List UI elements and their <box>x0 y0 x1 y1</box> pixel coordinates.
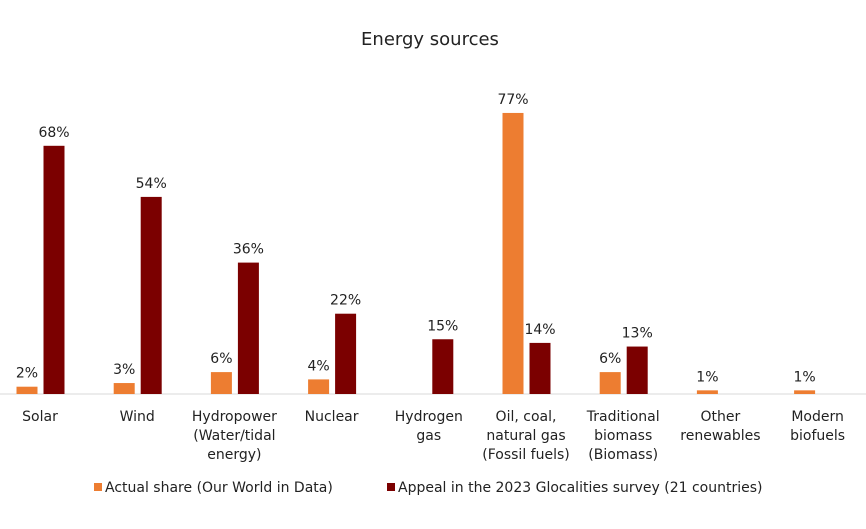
legend-label-1: Appeal in the 2023 Glocalities survey (2… <box>398 480 763 496</box>
category-label-4-line-0: Hydrogen <box>395 409 463 425</box>
bar-s0-c6 <box>599 372 621 394</box>
data-label-s1-c5: 14% <box>524 322 555 338</box>
bar-s0-c1 <box>113 383 135 394</box>
category-label-1-line-0: Wind <box>120 409 155 425</box>
bar-s1-c2 <box>237 262 259 394</box>
bar-s0-c5 <box>502 112 524 394</box>
data-label-s1-c6: 13% <box>622 326 653 342</box>
category-label-6-line-0: Traditional <box>586 409 660 425</box>
bar-s0-c3 <box>308 379 330 394</box>
category-label-2-line-0: Hydropower <box>192 409 277 425</box>
data-label-s0-c3: 4% <box>307 358 329 374</box>
data-label-s0-c7: 1% <box>696 369 718 385</box>
category-label-5-line-1: natural gas <box>486 428 565 444</box>
category-label-7-line-1: renewables <box>680 428 760 444</box>
category-label-2-line-2: energy) <box>207 447 261 463</box>
legend-swatch-0 <box>94 483 102 491</box>
data-label-s1-c4: 15% <box>427 318 458 334</box>
chart-title: Energy sources <box>361 29 499 50</box>
bar-s1-c4 <box>432 339 454 394</box>
data-label-s0-c8: 1% <box>793 369 815 385</box>
bar-s1-c5 <box>529 342 551 394</box>
data-label-s1-c2: 36% <box>233 242 264 258</box>
legend-swatch-1 <box>387 483 395 491</box>
category-label-4-line-1: gas <box>416 428 441 444</box>
bar-s0-c7 <box>696 390 718 394</box>
bars-group <box>16 112 816 394</box>
category-label-0-line-0: Solar <box>22 409 58 425</box>
category-label-2-line-1: (Water/tidal <box>193 428 275 444</box>
bar-s0-c0 <box>16 386 38 394</box>
data-label-s0-c2: 6% <box>210 351 232 367</box>
data-label-s1-c1: 54% <box>136 176 167 192</box>
data-label-s0-c6: 6% <box>599 351 621 367</box>
data-label-s0-c5: 77% <box>497 92 528 108</box>
category-label-7-line-0: Other <box>701 409 741 425</box>
category-label-3-line-0: Nuclear <box>305 409 359 425</box>
bar-s0-c2 <box>210 372 232 394</box>
bar-s1-c6 <box>626 346 648 394</box>
data-labels-group: 2%68%3%54%6%36%4%22%15%77%14%6%13%1% 1% <box>16 92 816 385</box>
category-labels-group: Solar Wind Hydropower (Water/tidal energy) Nu… <box>22 409 845 463</box>
category-label-8-line-1: biofuels <box>790 428 845 444</box>
legend: Actual share (Our World in Data) Appeal i… <box>94 480 763 496</box>
category-label-6-line-1: biomass <box>594 428 652 444</box>
data-label-s1-c0: 68% <box>38 125 69 141</box>
data-label-s0-c1: 3% <box>113 362 135 378</box>
bar-s1-c1 <box>140 196 162 394</box>
category-label-5-line-2: (Fossil fuels) <box>482 447 569 463</box>
data-label-s0-c0: 2% <box>16 366 38 382</box>
bar-s0-c8 <box>794 390 816 394</box>
bar-s1-c3 <box>335 313 357 394</box>
category-label-8-line-0: Modern <box>791 409 844 425</box>
category-label-6-line-2: (Biomass) <box>588 447 658 463</box>
legend-label-0: Actual share (Our World in Data) <box>105 480 333 496</box>
category-label-5-line-0: Oil, coal, <box>496 409 557 425</box>
bar-s1-c0 <box>43 145 65 394</box>
data-label-s1-c3: 22% <box>330 293 361 309</box>
